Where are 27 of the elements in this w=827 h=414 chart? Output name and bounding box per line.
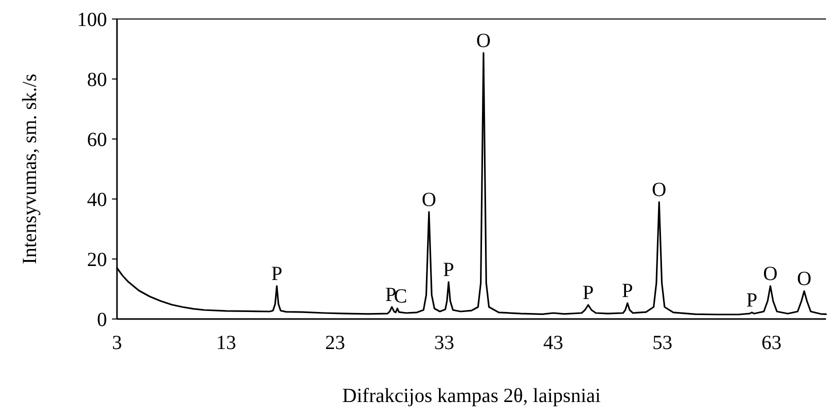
annotation: O [422, 188, 436, 211]
y-tick-label: 60 [87, 129, 107, 151]
x-tick-label: 33 [434, 332, 454, 354]
annotation: P [443, 259, 454, 282]
annotation: P [746, 289, 758, 312]
annotation: P [271, 263, 282, 285]
y-tick-label: 40 [87, 189, 107, 211]
x-tick-label: 13 [216, 332, 236, 354]
annotation: P [582, 282, 594, 304]
x-tick-label: 23 [325, 332, 346, 354]
annotation: O [652, 179, 666, 201]
annotation: C [394, 286, 408, 308]
y-tick-label: 20 [87, 249, 107, 271]
annotation: O [476, 30, 491, 52]
annotation: P [385, 284, 396, 306]
annotation: O [796, 268, 812, 290]
annotation: O [763, 263, 778, 285]
x-tick-label: 43 [543, 332, 564, 354]
x-tick-label: 3 [112, 332, 122, 354]
y-tick-label: 100 [77, 9, 107, 31]
y-tick-label: 0 [97, 309, 107, 331]
x-tick-label: 53 [652, 332, 672, 354]
x-tick-label: 63 [761, 332, 782, 354]
annotation: P [622, 280, 634, 302]
x-axis-title: Difrakcijos kampas 2θ, laipsniai [342, 385, 602, 407]
y-tick-label: 80 [87, 69, 107, 91]
y-axis-title: Intensyvumas, sm. sk./s [19, 74, 41, 264]
